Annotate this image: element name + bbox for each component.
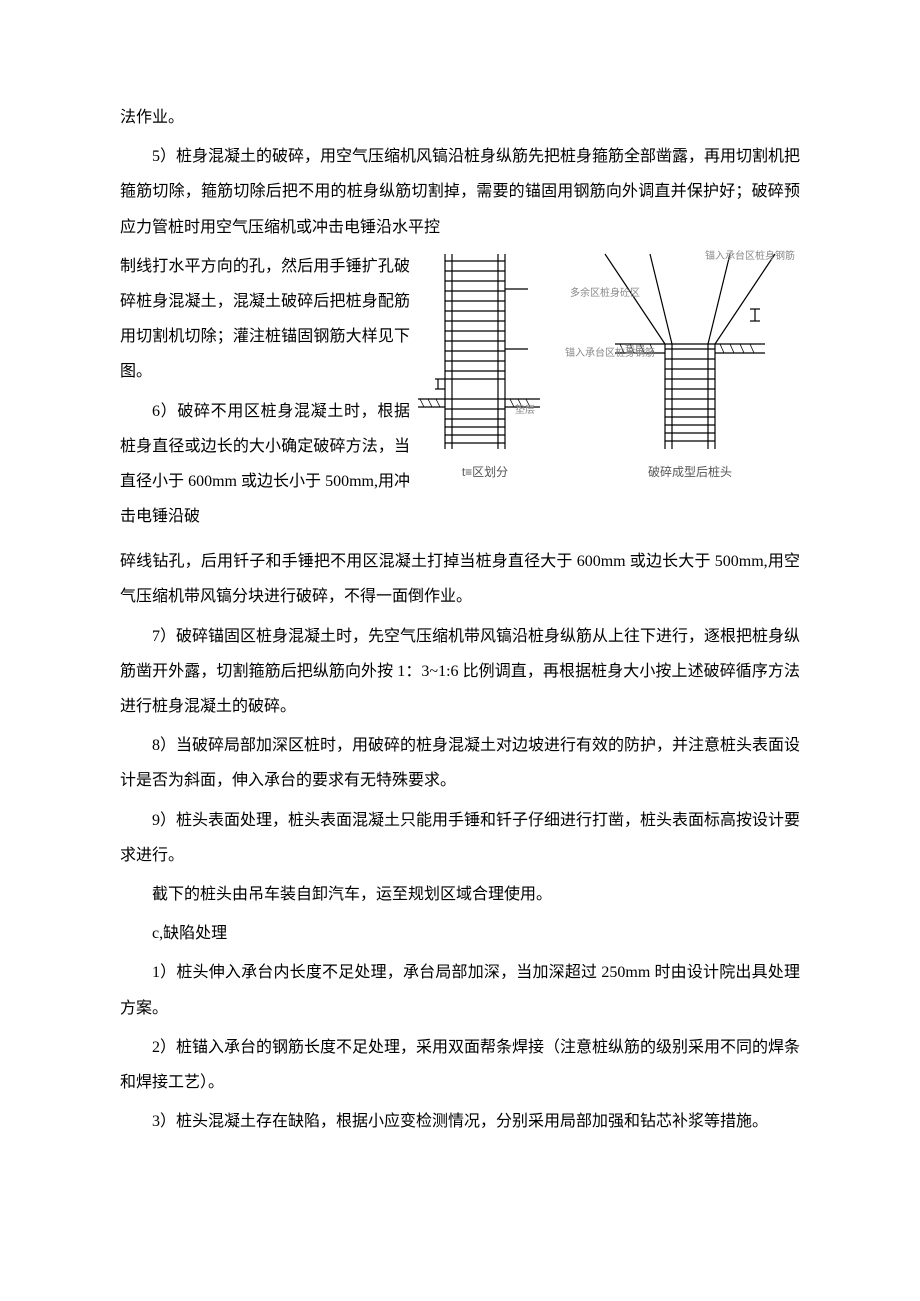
figure-label-cushion-left: 垫层 [515,401,535,416]
paragraph-item7: 7）破碎锚固区桩身混凝土时，先空气压缩机带风镐沿桩身纵筋从上往下进行，逐根把桩身… [120,619,800,725]
paragraph-item5: 5）桩身混凝土的破碎，用空气压缩机风镐沿桩身纵筋先把桩身箍筋全部凿露，再用切割机… [120,139,800,245]
caption-left-text: 区划分 [472,465,508,479]
figure-caption-right: 破碎成型后桩头 [590,463,790,480]
paragraph-transport: 截下的桩头由吊车装自卸汽车，运至规划区域合理使用。 [120,877,800,912]
paragraph-defect-heading: c,缺陷处理 [120,916,800,951]
paragraph-item8: 8）当破碎局部加深区桩时，用破碎的桩身混凝土对边坡进行有效的防护，并注意桩头表面… [120,728,800,798]
paragraph-item6-cont: 碎线钻孔，后用钎子和手锤把不用区混凝土打掉当桩身直径大于 600mm 或边长大于… [120,544,800,614]
paragraph-defect3: 3）桩头混凝土存在缺陷，根据小应变检测情况，分别采用局部加强和钻芯补浆等措施。 [120,1104,800,1139]
text-figure-wrap: 制线打水平方向的孔，然后用手锤扩孔破碎桩身混凝土，混凝土破碎后把桩身配筋用切割机… [120,249,800,535]
figure-label-redundant-zone: 多余区桩身砼区 [570,284,640,299]
paragraph-intro: 法作业。 [120,100,800,135]
figure-label-top-rebar: 锚入承台区桩身钢筋 [705,247,795,262]
caption-left-prefix: t≡ [462,465,472,479]
paragraph-item6: 6）破碎不用区桩身混凝土时，根据桩身直径或边长的大小确定破碎方法，当直径小于 6… [120,394,410,535]
figure-block: 锚入承台区桩身钢筋 多余区桩身砼区 锚入承台区桩身钢筋 垫层 垫层 t≡区划分 … [410,249,810,480]
paragraph-item9: 9）桩头表面处理，桩头表面混凝土只能用手锤和钎子仔细进行打凿，桩头表面标高按设计… [120,803,800,873]
figure-label-cushion-right: 垫层 [625,341,645,356]
figure-caption-left: t≡区划分 [410,463,560,480]
paragraph-defect2: 2）桩锚入承台的钢筋长度不足处理，采用双面帮条焊接（注意桩纵筋的级别采用不同的焊… [120,1030,800,1100]
paragraph-wrap1: 制线打水平方向的孔，然后用手锤扩孔破碎桩身混凝土，混凝土破碎后把桩身配筋用切割机… [120,249,410,390]
wrapped-text-column: 制线打水平方向的孔，然后用手锤扩孔破碎桩身混凝土，混凝土破碎后把桩身配筋用切割机… [120,249,410,535]
diagram-left-pile-zones [410,249,560,459]
paragraph-defect1: 1）桩头伸入承台内长度不足处理，承台局部加深，当加深超过 250mm 时由设计院… [120,955,800,1025]
